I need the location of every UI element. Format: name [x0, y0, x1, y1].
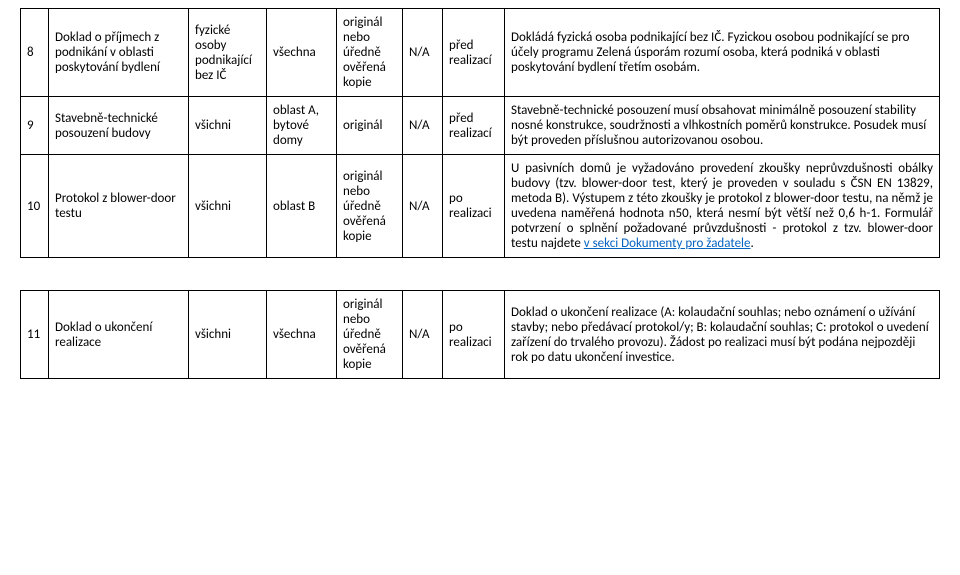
cell-desc: U pasivních domů je vyžadováno provedení… [505, 155, 940, 258]
cell-name: Doklad o ukončení realizace [49, 291, 189, 379]
table-row: 8 Doklad o příjmech z podnikání v oblast… [21, 9, 940, 97]
table-row: 11 Doklad o ukončení realizace všichni v… [21, 291, 940, 379]
cell-num: 10 [21, 155, 49, 258]
cell-who: fyzické osoby podnikající bez IČ [189, 9, 267, 97]
cell-when: před realizací [443, 9, 505, 97]
cell-na: N/A [403, 291, 443, 379]
cell-num: 11 [21, 291, 49, 379]
cell-area: oblast B [267, 155, 337, 258]
cell-na: N/A [403, 97, 443, 155]
table-row: 10 Protokol z blower-door testu všichni … [21, 155, 940, 258]
cell-area: všechna [267, 9, 337, 97]
cell-area: všechna [267, 291, 337, 379]
cell-when: po realizaci [443, 291, 505, 379]
table-row: 9 Stavebně-technické posouzení budovy vš… [21, 97, 940, 155]
desc-text-post: . [751, 236, 754, 251]
cell-desc: Stavebně-technické posouzení musí obsaho… [505, 97, 940, 155]
cell-num: 9 [21, 97, 49, 155]
cell-name: Doklad o příjmech z podnikání v oblasti … [49, 9, 189, 97]
documents-link[interactable]: v sekci Dokumenty pro žadatele [584, 236, 751, 251]
gap-cell [21, 258, 940, 291]
cell-who: všichni [189, 155, 267, 258]
cell-num: 8 [21, 9, 49, 97]
cell-form: originál [337, 97, 403, 155]
cell-who: všichni [189, 97, 267, 155]
cell-when: po realizaci [443, 155, 505, 258]
cell-form: originál nebo úředně ověřená kopie [337, 9, 403, 97]
cell-name: Protokol z blower-door testu [49, 155, 189, 258]
cell-desc: Dokládá fyzická osoba podnikající bez IČ… [505, 9, 940, 97]
cell-form: originál nebo úředně ověřená kopie [337, 291, 403, 379]
cell-area: oblast A, bytové domy [267, 97, 337, 155]
cell-name: Stavebně-technické posouzení budovy [49, 97, 189, 155]
cell-na: N/A [403, 155, 443, 258]
table-gap [21, 258, 940, 291]
cell-who: všichni [189, 291, 267, 379]
cell-desc: Doklad o ukončení realizace (A: kolaudač… [505, 291, 940, 379]
cell-na: N/A [403, 9, 443, 97]
cell-when: před realizací [443, 97, 505, 155]
cell-form: originál nebo úředně ověřená kopie [337, 155, 403, 258]
documents-table: 8 Doklad o příjmech z podnikání v oblast… [20, 8, 940, 379]
